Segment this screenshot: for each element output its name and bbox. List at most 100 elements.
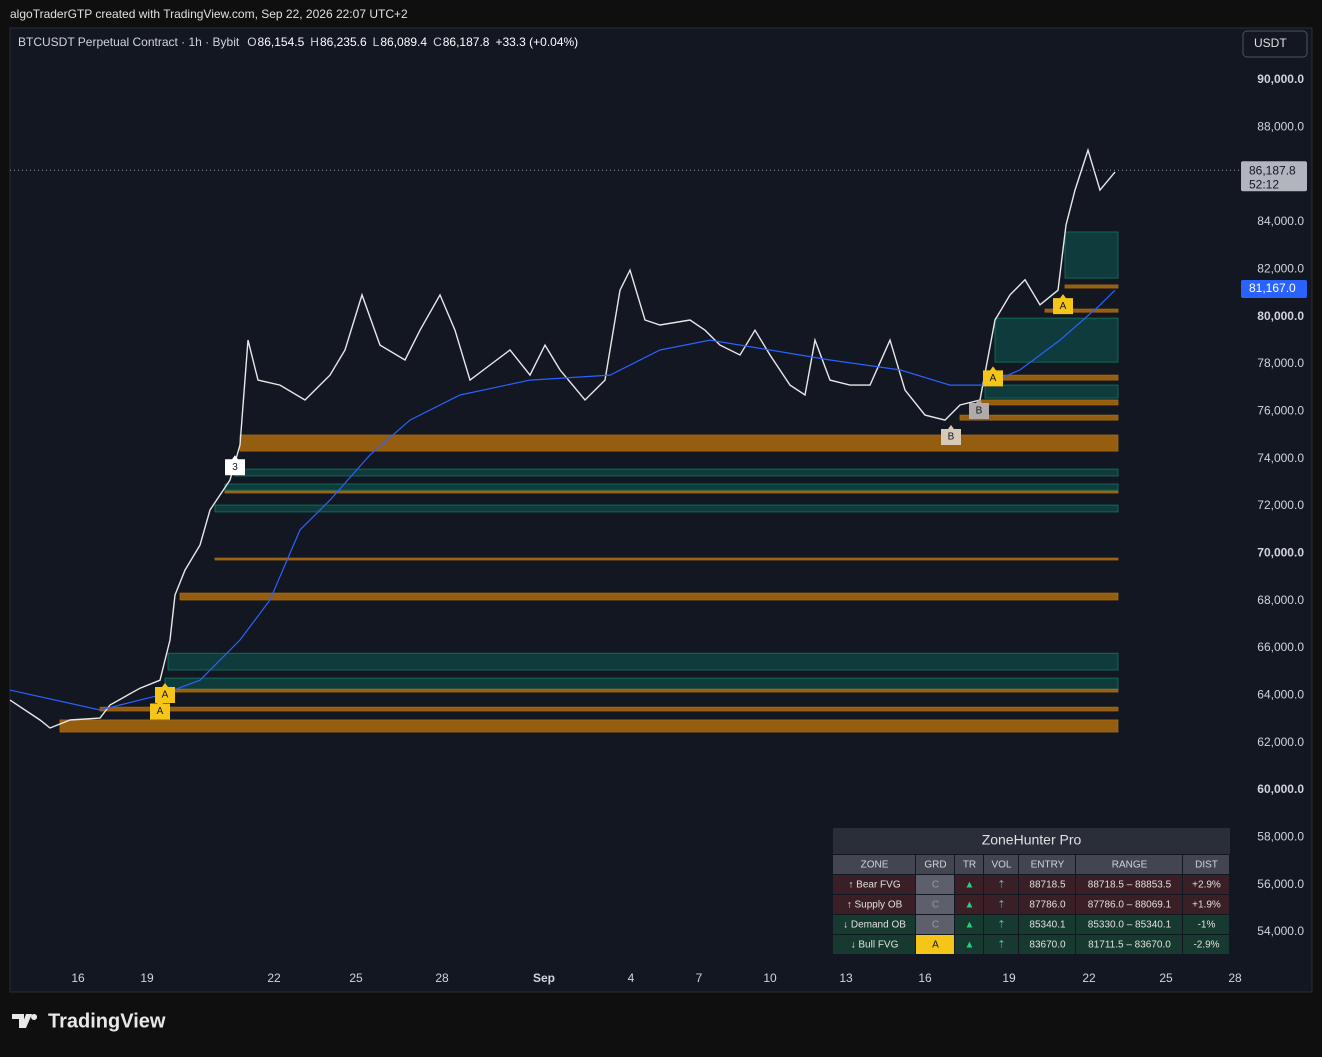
ma-price-label: 81,167.0 (1249, 281, 1296, 295)
table-cell (833, 875, 915, 894)
change: +33.3 (+0.04%) (495, 35, 578, 49)
column-header: DIST (1195, 860, 1218, 871)
y-tick-label: 90,000.0 (1257, 72, 1304, 86)
x-tick-label: Sep (533, 971, 555, 985)
table-cell (916, 935, 954, 954)
zone (179, 592, 1119, 601)
ohlc-value: 86,089.4 (380, 35, 427, 49)
header-cell (1183, 855, 1229, 874)
table-cell (916, 895, 954, 914)
currency-box[interactable] (1242, 30, 1308, 58)
header-cell (984, 855, 1018, 874)
y-tick-label: 72,000.0 (1257, 498, 1304, 512)
column-header: GRD (924, 860, 946, 871)
currency[interactable]: USDT (1254, 36, 1287, 50)
table-cell (833, 915, 915, 934)
zone (159, 688, 1119, 693)
cell-text: 87786.0 – 88069.1 (1088, 900, 1172, 911)
y-tick-label: 78,000.0 (1257, 356, 1304, 370)
y-tick-label: 60,000.0 (1257, 782, 1304, 796)
x-tick-label: 16 (71, 971, 85, 985)
ma-price-tag (1241, 280, 1307, 299)
zone (959, 414, 1119, 421)
ohlc-key: C (433, 35, 442, 49)
credit: algoTraderGTP created with TradingView.c… (10, 7, 408, 21)
y-tick-label: 88,000.0 (1257, 120, 1304, 134)
x-tick-label: 28 (435, 971, 449, 985)
x-tick-label: 13 (839, 971, 853, 985)
cell-text: C (932, 920, 939, 931)
y-tick-label: 56,000.0 (1257, 877, 1304, 891)
column-header: TR (963, 860, 976, 871)
zone (224, 490, 1119, 494)
cell-text: 88718.5 – 88853.5 (1088, 880, 1172, 891)
cell-text: -2.9% (1193, 940, 1219, 951)
cell-text: +1.9% (1192, 900, 1221, 911)
table-cell (984, 935, 1018, 954)
table-cell (984, 915, 1018, 934)
zone (1044, 308, 1119, 313)
cell-text: 88718.5 (1029, 880, 1066, 891)
table-cell (1019, 895, 1075, 914)
table-cell (955, 875, 983, 894)
marker-label: 3 (232, 462, 238, 473)
column-header: ENTRY (1031, 860, 1065, 871)
table-cell (1183, 895, 1229, 914)
table-cell (1076, 935, 1182, 954)
zone (1064, 231, 1119, 279)
cell-text: C (932, 880, 939, 891)
zone (167, 652, 1119, 671)
zone (164, 677, 1119, 690)
cell-text: ▲ (965, 880, 975, 891)
marker (155, 682, 175, 703)
countdown: 52:12 (1249, 177, 1279, 191)
column-header: ZONE (861, 860, 889, 871)
cell-text: ⇡ (997, 880, 1005, 891)
marker-label: B (976, 406, 983, 417)
symbol: BTCUSDT Perpetual Contract · 1h · Bybit (18, 35, 240, 49)
zone (979, 399, 1119, 406)
cell-text: 83670.0 (1029, 940, 1066, 951)
x-tick-label: 19 (1002, 971, 1016, 985)
y-tick-label: 84,000.0 (1257, 214, 1304, 228)
x-tick-label: 25 (349, 971, 363, 985)
cell-text: ⇡ (997, 940, 1005, 951)
logo (12, 1014, 38, 1028)
header-cell (833, 855, 915, 874)
x-tick-label: 16 (918, 971, 932, 985)
x-tick-label: 28 (1228, 971, 1242, 985)
table-cell (916, 875, 954, 894)
zone (994, 374, 1119, 381)
zone (1064, 284, 1119, 289)
marker (983, 366, 1003, 387)
cell-text: 81711.5 – 83670.0 (1088, 940, 1171, 951)
footer-logo: TradingView (48, 1010, 166, 1032)
last-price-tag (1241, 161, 1307, 192)
table-cell (1183, 915, 1229, 934)
zone (214, 557, 1119, 561)
table-title-bg (833, 828, 1230, 854)
table-cell (955, 935, 983, 954)
column-header: VOL (991, 860, 1011, 871)
table-cell (1183, 875, 1229, 894)
cell-text: 87786.0 (1029, 900, 1066, 911)
cell-text: 85330.0 – 85340.1 (1088, 920, 1172, 931)
x-tick-label: 25 (1159, 971, 1173, 985)
cell-text: ▲ (965, 900, 975, 911)
table-cell (955, 915, 983, 934)
column-header: RANGE (1112, 860, 1148, 871)
cell-text: ↑ Bear FVG (848, 880, 900, 891)
ohlc-value: 86,187.8 (443, 35, 490, 49)
y-tick-label: 66,000.0 (1257, 640, 1304, 654)
marker (941, 425, 961, 446)
y-tick-label: 68,000.0 (1257, 593, 1304, 607)
y-tick-label: 80,000.0 (1257, 309, 1304, 323)
last-price-label: 86,187.8 (1249, 163, 1296, 177)
header-cell (916, 855, 954, 874)
y-tick-label: 62,000.0 (1257, 735, 1304, 749)
marker-label: A (1060, 301, 1067, 312)
x-tick-label: 19 (140, 971, 154, 985)
table-cell (1019, 875, 1075, 894)
x-tick-label: 10 (763, 971, 777, 985)
header-cell (1076, 855, 1182, 874)
